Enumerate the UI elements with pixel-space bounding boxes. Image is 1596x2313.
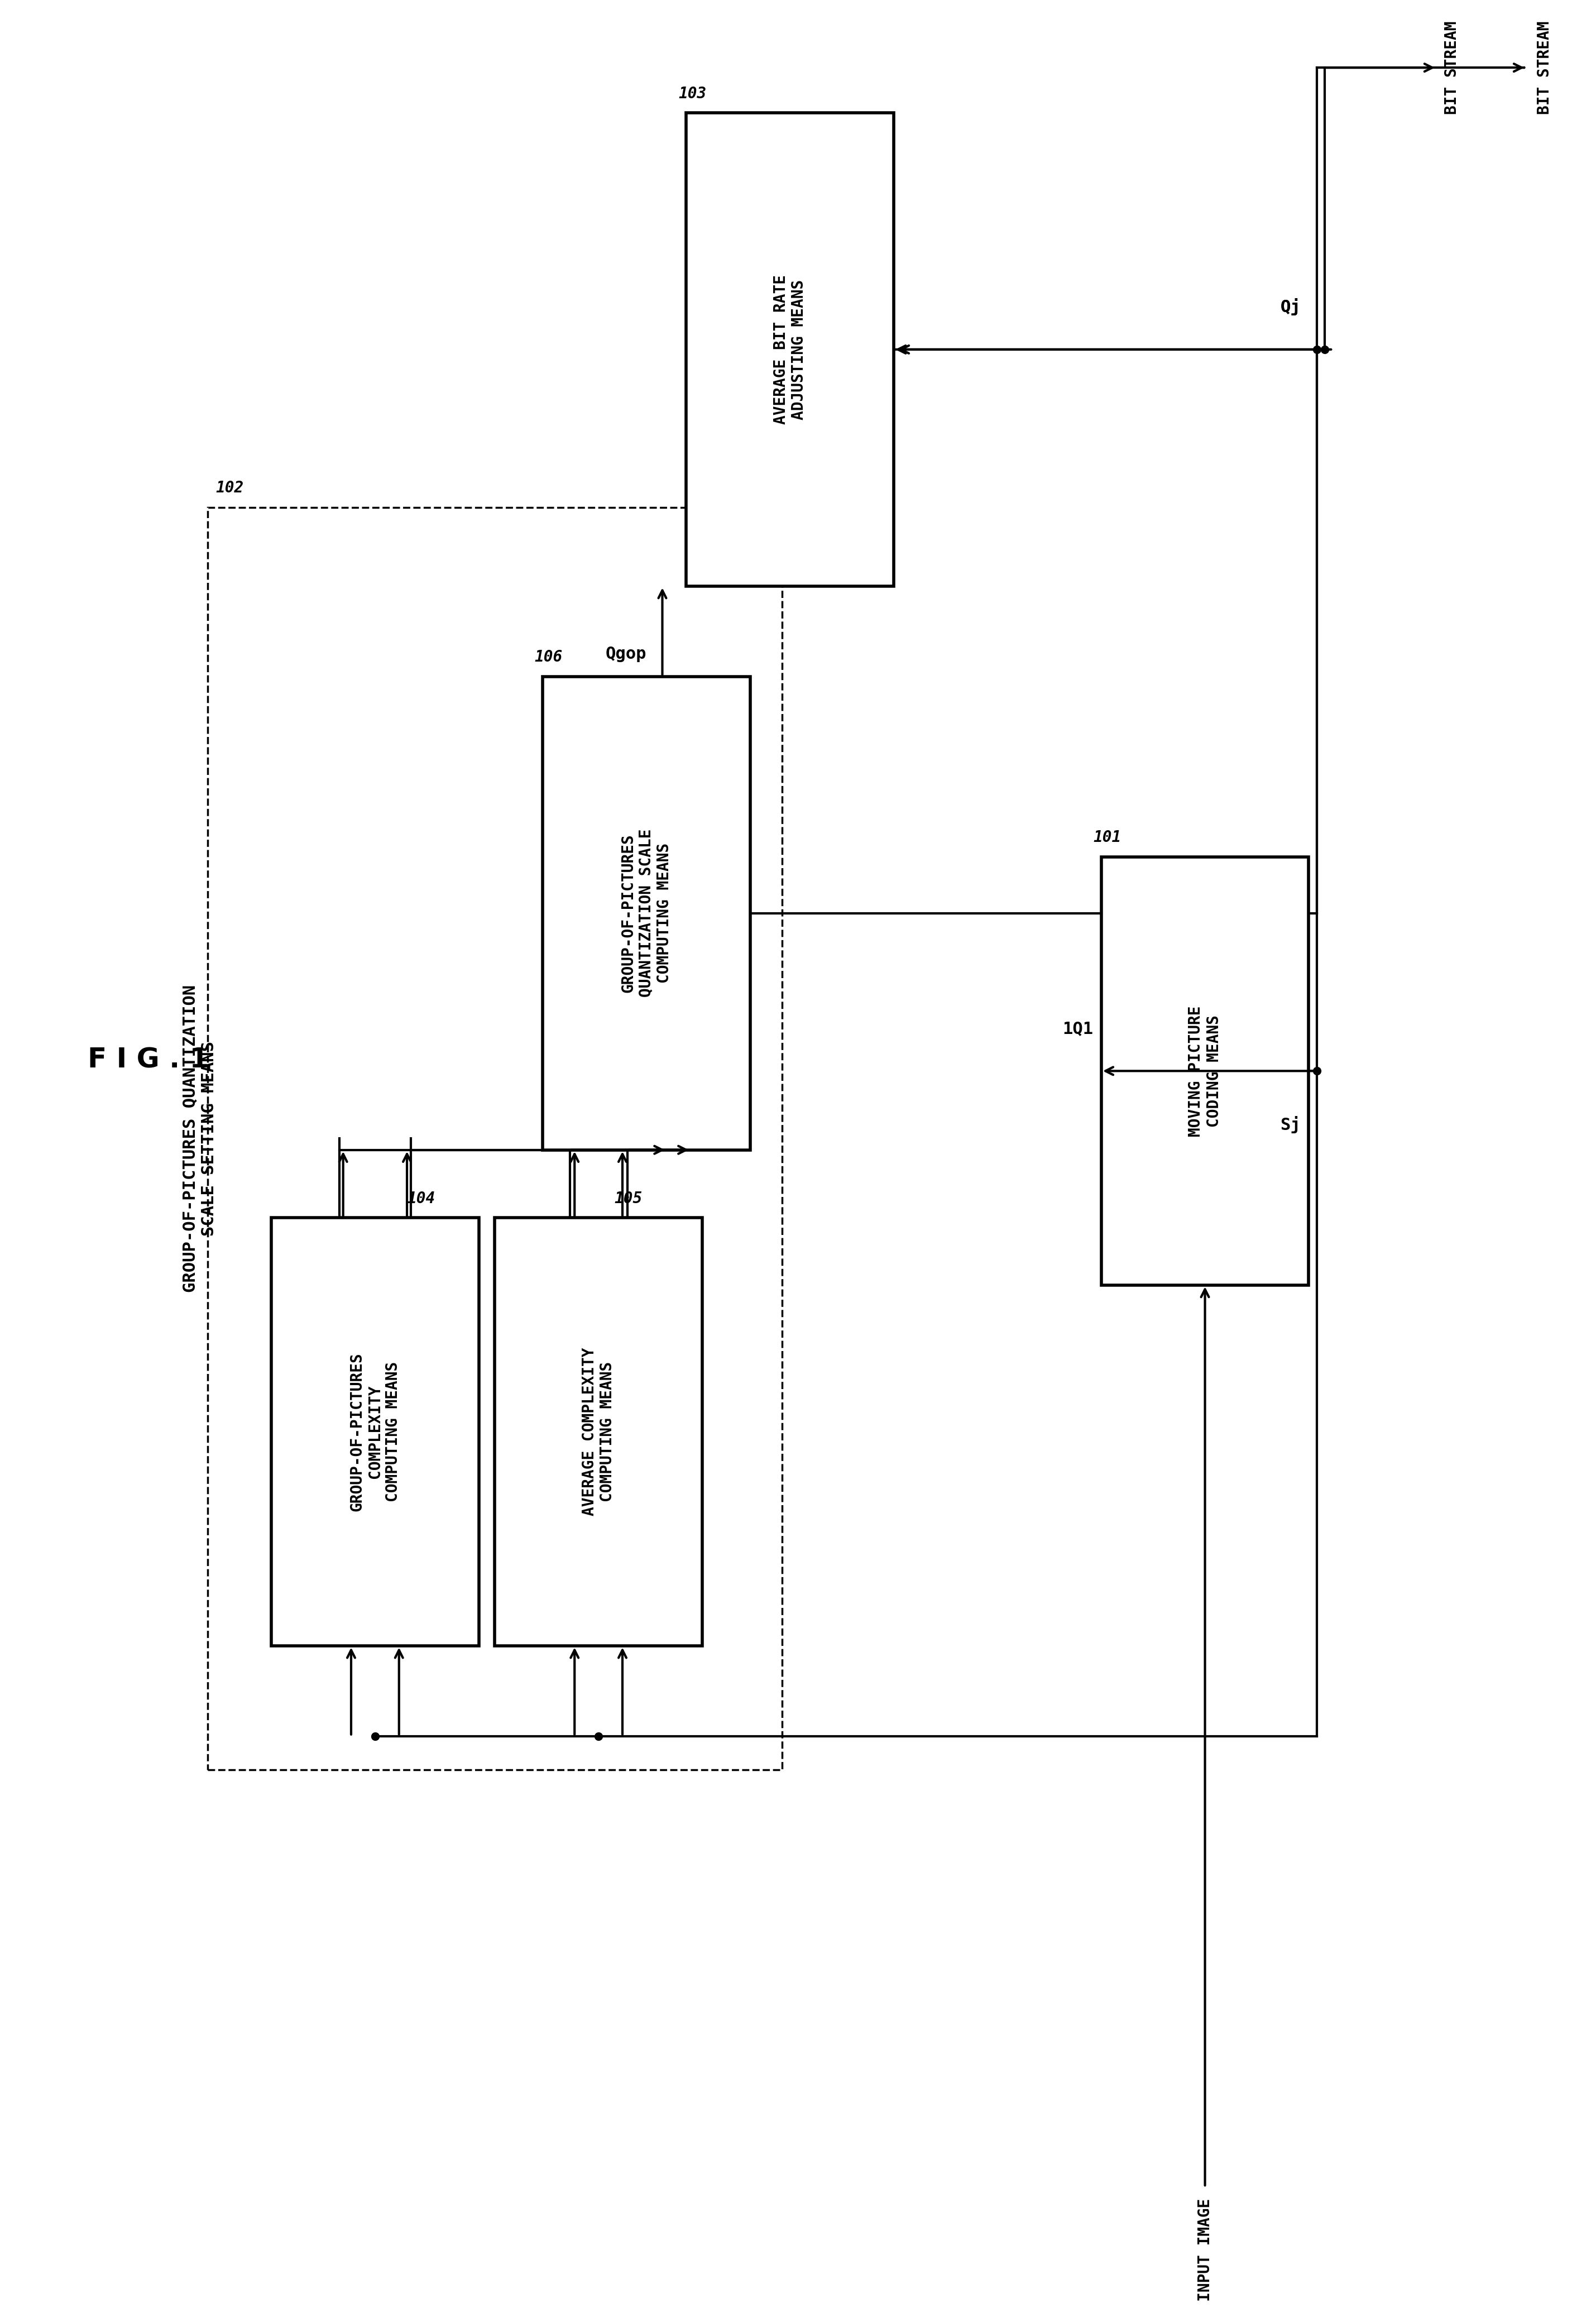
- Text: Qgop: Qgop: [605, 645, 646, 662]
- Text: Qj: Qj: [1280, 298, 1301, 315]
- Text: 101: 101: [1093, 830, 1122, 847]
- Bar: [495, 1217, 702, 1647]
- Text: GROUP-OF-PICTURES QUANTIZATION
SCALE SETTING MEANS: GROUP-OF-PICTURES QUANTIZATION SCALE SET…: [182, 985, 217, 1293]
- Text: MOVING PICTURE
CODING MEANS: MOVING PICTURE CODING MEANS: [1187, 1006, 1223, 1136]
- Bar: [207, 507, 782, 1769]
- Text: AVERAGE COMPLEXITY
COMPUTING MEANS: AVERAGE COMPLEXITY COMPUTING MEANS: [581, 1348, 616, 1515]
- Text: 102: 102: [215, 481, 244, 495]
- Text: 1Q1: 1Q1: [1063, 1020, 1093, 1036]
- Text: 104: 104: [407, 1191, 436, 1207]
- Text: GROUP-OF-PICTURES
COMPLEXITY
COMPUTING MEANS: GROUP-OF-PICTURES COMPLEXITY COMPUTING M…: [350, 1353, 401, 1510]
- Text: BIT STREAM: BIT STREAM: [1537, 21, 1553, 113]
- Bar: [543, 675, 750, 1150]
- Bar: [1101, 856, 1309, 1286]
- Text: INPUT IMAGE: INPUT IMAGE: [1197, 2197, 1213, 2301]
- Bar: [271, 1217, 479, 1647]
- Text: AVERAGE BIT RATE
ADJUSTING MEANS: AVERAGE BIT RATE ADJUSTING MEANS: [772, 275, 808, 423]
- Text: GROUP-OF-PICTURES
QUANTIZATION SCALE
COMPUTING MEANS: GROUP-OF-PICTURES QUANTIZATION SCALE COM…: [621, 828, 672, 997]
- Text: Qj: Qj: [1280, 298, 1301, 315]
- Text: BIT STREAM: BIT STREAM: [1444, 21, 1460, 113]
- Text: F I G . 1: F I G . 1: [88, 1045, 209, 1073]
- Text: Sj: Sj: [1280, 1117, 1301, 1133]
- Bar: [686, 113, 894, 585]
- Text: 106: 106: [535, 650, 563, 666]
- Text: 105: 105: [614, 1191, 643, 1207]
- Text: 103: 103: [678, 86, 707, 102]
